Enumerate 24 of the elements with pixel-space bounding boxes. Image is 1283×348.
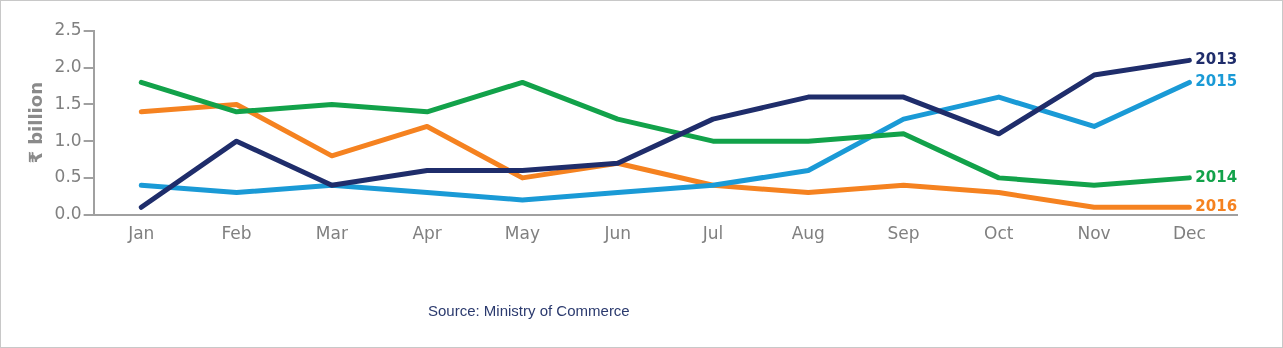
x-tick-label: Jan [127,223,155,244]
x-tick-label: Jun [603,223,631,244]
x-tick-label: Dec [1172,223,1206,244]
series-label: 2013 [1195,50,1238,69]
y-axis-title: ₹ billion [25,82,47,164]
y-tick-label: 0.5 [54,166,82,187]
series-label: 2016 [1195,197,1238,216]
y-tick-label: 1.0 [54,129,82,150]
x-tick-label: Mar [315,223,348,244]
y-tick-label: 2.0 [54,56,82,77]
x-tick-label: Sep [887,223,920,244]
y-tick-label: 2.5 [54,19,82,40]
x-tick-label: Apr [412,223,442,244]
source-note: Source: Ministry of Commerce [428,302,630,320]
series-label: 2014 [1195,167,1238,186]
series-label: 2015 [1195,72,1238,91]
y-tick-label: 1.5 [54,92,82,113]
x-tick-label: Feb [221,223,252,244]
x-tick-label: Nov [1077,223,1111,244]
x-tick-label: May [504,223,540,244]
x-tick-label: Jul [701,223,724,244]
y-tick-label: 0.0 [54,203,82,224]
x-tick-label: Aug [791,223,825,244]
x-tick-label: Oct [984,223,1014,244]
